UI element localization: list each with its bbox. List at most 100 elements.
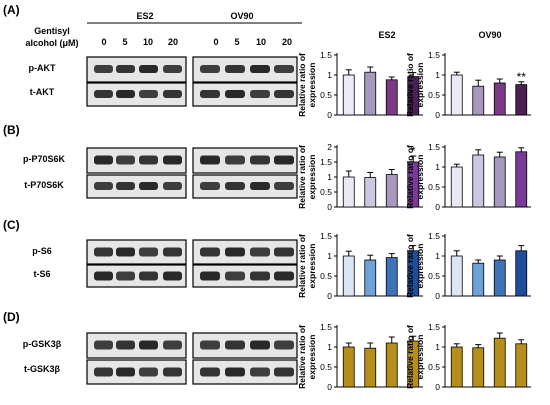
- blot-band: [200, 367, 220, 377]
- blot-es2-t-s6: [86, 264, 187, 288]
- blot-band: [116, 155, 135, 165]
- blot-band: [274, 182, 294, 190]
- y-tick-label: 0.5: [428, 90, 440, 100]
- bar: [472, 154, 485, 208]
- bar: [515, 84, 528, 116]
- blot-band: [116, 65, 135, 73]
- bar: [364, 177, 377, 208]
- blot-band: [116, 271, 135, 281]
- blot-band: [163, 182, 182, 190]
- blot-band: [225, 65, 245, 73]
- blot-band: [94, 271, 113, 281]
- bar: [493, 259, 506, 297]
- blot-band: [163, 367, 182, 377]
- dose-es2-20: 20: [168, 37, 178, 47]
- bar: [515, 151, 528, 208]
- blot-band: [200, 271, 220, 281]
- blot-band: [250, 90, 270, 98]
- blot-band: [274, 65, 294, 73]
- blot-band: [139, 367, 158, 377]
- y-tick-label: 1.5: [428, 231, 440, 241]
- blot-band: [94, 65, 113, 73]
- significance-marker: **: [517, 70, 527, 84]
- y-axis-label: expression: [415, 155, 425, 200]
- y-tick-label: 1: [435, 342, 440, 352]
- y-tick-label: 0: [435, 110, 440, 120]
- panel-label-a: (A): [3, 3, 20, 17]
- y-axis-label: expression: [415, 63, 425, 108]
- significance-marker: *: [411, 144, 416, 158]
- bar: [364, 347, 377, 388]
- band-label-t-p70s6k: t-P70S6K: [24, 180, 64, 190]
- y-tick-label: 1: [327, 251, 332, 261]
- bar: [385, 174, 398, 208]
- blot-band: [274, 155, 294, 165]
- blot-band: [94, 155, 113, 165]
- blot-band: [163, 247, 182, 257]
- chart-a-ov90: Relative ratio of expression 0 0.5 1 1.5 **: [405, 50, 531, 120]
- blot-band: [200, 340, 220, 350]
- bar: [450, 74, 463, 116]
- y-tick-label: 1: [327, 342, 332, 352]
- blot-band: [139, 182, 158, 190]
- dose-es2-10: 10: [143, 37, 153, 47]
- y-tick-label: 0: [435, 382, 440, 392]
- blot-band: [116, 367, 135, 377]
- bar: [385, 342, 398, 388]
- bar: [450, 346, 463, 388]
- panel-a: p-AKT t-AKT: [29, 56, 298, 107]
- y-tick-label: 0: [435, 291, 440, 301]
- blot-band: [116, 247, 135, 257]
- y-tick-label: 1: [327, 70, 332, 80]
- blot-band: [225, 247, 245, 257]
- y-tick-label: 0.5: [320, 187, 332, 197]
- blot-band: [139, 90, 158, 98]
- y-tick-label: 1.5: [320, 157, 332, 167]
- y-tick-label: 0: [327, 202, 332, 212]
- band-label-p-p70s6k: p-P70S6K: [23, 154, 66, 164]
- y-axis-label: Relative ratio of: [405, 53, 415, 117]
- blot-bands: [94, 65, 294, 377]
- cell-line-ov90-header: OV90: [230, 11, 253, 21]
- y-tick-label: 0.5: [320, 271, 332, 281]
- bar: [342, 176, 355, 208]
- y-tick-label: 0.5: [428, 271, 440, 281]
- bar: [385, 257, 398, 297]
- blot-band: [225, 271, 245, 281]
- chart-col-header-ov90: OV90: [478, 30, 501, 40]
- blot-band: [163, 271, 182, 281]
- y-tick-label: 1.5: [428, 322, 440, 332]
- blot-band: [139, 271, 158, 281]
- blot-band: [250, 340, 270, 350]
- bar: [515, 250, 528, 297]
- y-tick-label: 1: [435, 70, 440, 80]
- blot-band: [274, 247, 294, 257]
- chart-c-ov90: Relative ratio of expression 0 0.5 1 1.5: [405, 231, 531, 301]
- blot-band: [200, 155, 220, 165]
- y-axis-label: expression: [307, 335, 317, 380]
- blot-band: [116, 182, 135, 190]
- y-tick-label: 1: [435, 251, 440, 261]
- y-axis-label: Relative ratio of: [297, 325, 307, 389]
- chart-col-header-es2: ES2: [378, 30, 395, 40]
- blot-band: [163, 340, 182, 350]
- chart-b-ov90: Relative ratio of expression 0 0.5 1 1.5: [405, 142, 531, 212]
- y-axis-label: Relative ratio of: [297, 53, 307, 117]
- blot-es2-t-p70s6k: [86, 174, 187, 199]
- band-label-t-akt: t-AKT: [30, 87, 55, 97]
- blot-band: [116, 90, 135, 98]
- blot-band: [200, 182, 220, 190]
- bar: [472, 262, 485, 297]
- bar: [493, 337, 506, 388]
- blot-band: [139, 247, 158, 257]
- bar: [385, 79, 398, 116]
- blot-band: [94, 247, 113, 257]
- bar: [472, 85, 485, 116]
- band-label-t-gsk3b: t-GSK3β: [24, 364, 61, 374]
- y-tick-label: 0: [327, 382, 332, 392]
- blot-band: [225, 90, 245, 98]
- y-tick-label: 1.5: [428, 50, 440, 60]
